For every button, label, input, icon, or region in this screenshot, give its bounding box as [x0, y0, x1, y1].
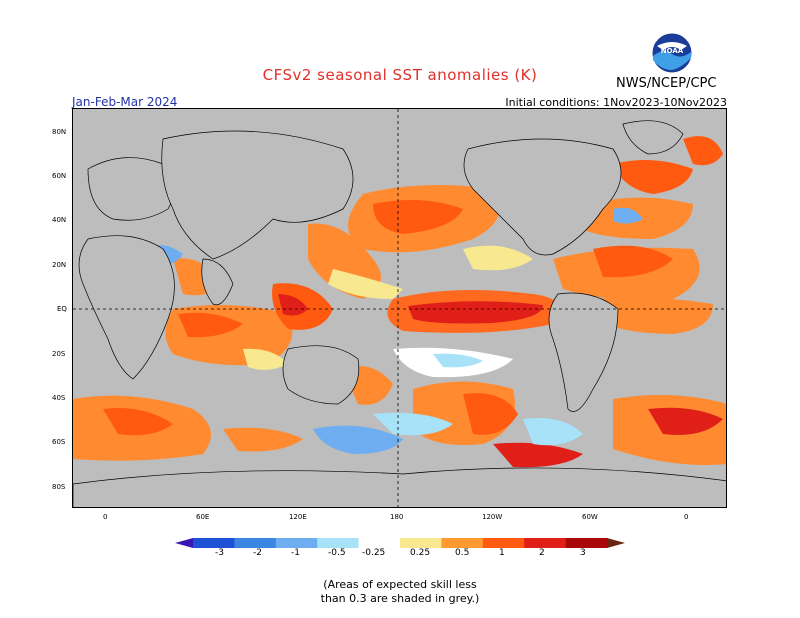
colorbar-label: -2 [253, 548, 262, 558]
colorbar-right-arrow [607, 538, 625, 548]
lon-label: 120E [289, 513, 307, 521]
map-canvas [73, 109, 726, 507]
colorbar-label: 0.25 [410, 548, 431, 558]
lon-label: 0 [103, 513, 108, 521]
lat-label: 80N [52, 128, 67, 136]
lat-label: 80S [52, 483, 66, 491]
colorbar-label: -0.5 [328, 548, 346, 558]
colorbar-segment [441, 538, 484, 548]
colorbar-label: 3 [580, 548, 586, 558]
lon-label: 60E [196, 513, 210, 521]
lon-label: 60W [582, 513, 598, 521]
colorbar-segment [234, 538, 277, 548]
map-title: CFSv2 seasonal SST anomalies (K) [262, 66, 538, 84]
colorbar-segment [482, 538, 525, 548]
lat-label: 20S [52, 350, 66, 358]
colorbar-segment [400, 538, 442, 548]
lat-label: 40S [52, 394, 66, 402]
initial-conditions-label: Initial conditions: 1Nov2023-10Nov2023 [505, 96, 727, 109]
colorbar-segment [317, 538, 359, 548]
lat-label: 40N [52, 216, 67, 224]
colorbar [175, 538, 625, 548]
footnote-line: than 0.3 are shaded in grey.) [320, 592, 480, 605]
footnote: (Areas of expected skill less than 0.3 a… [0, 578, 800, 606]
lat-label: 20N [52, 261, 67, 269]
noaa-logo: NOAA [651, 32, 693, 74]
colorbar-segment [565, 538, 608, 548]
colorbar-segment [275, 538, 318, 548]
lat-label: 60S [52, 438, 66, 446]
lon-label: 180 [390, 513, 404, 521]
colorbar-label: 1 [499, 548, 505, 558]
colorbar-segment [524, 538, 566, 548]
colorbar-segment [193, 538, 235, 548]
lon-label: 0 [684, 513, 689, 521]
sst-anomaly-map [72, 108, 727, 508]
colorbar-label: -1 [291, 548, 300, 558]
colorbar-label: -0.25 [362, 548, 386, 558]
footnote-line: (Areas of expected skill less [323, 578, 477, 591]
agency-label: NWS/NCEP/CPC [616, 76, 717, 91]
colorbar-segment [358, 538, 401, 548]
continents [73, 120, 726, 507]
colorbar-label: 0.5 [455, 548, 470, 558]
logo-text: NOAA [661, 47, 684, 55]
colorbar-left-arrow [175, 538, 193, 548]
lon-label: 120W [482, 513, 503, 521]
season-label: Jan-Feb-Mar 2024 [72, 95, 178, 109]
lat-label: EQ [57, 305, 67, 313]
colorbar-label: 2 [539, 548, 545, 558]
lat-label: 60N [52, 172, 67, 180]
colorbar-label: -3 [215, 548, 224, 558]
